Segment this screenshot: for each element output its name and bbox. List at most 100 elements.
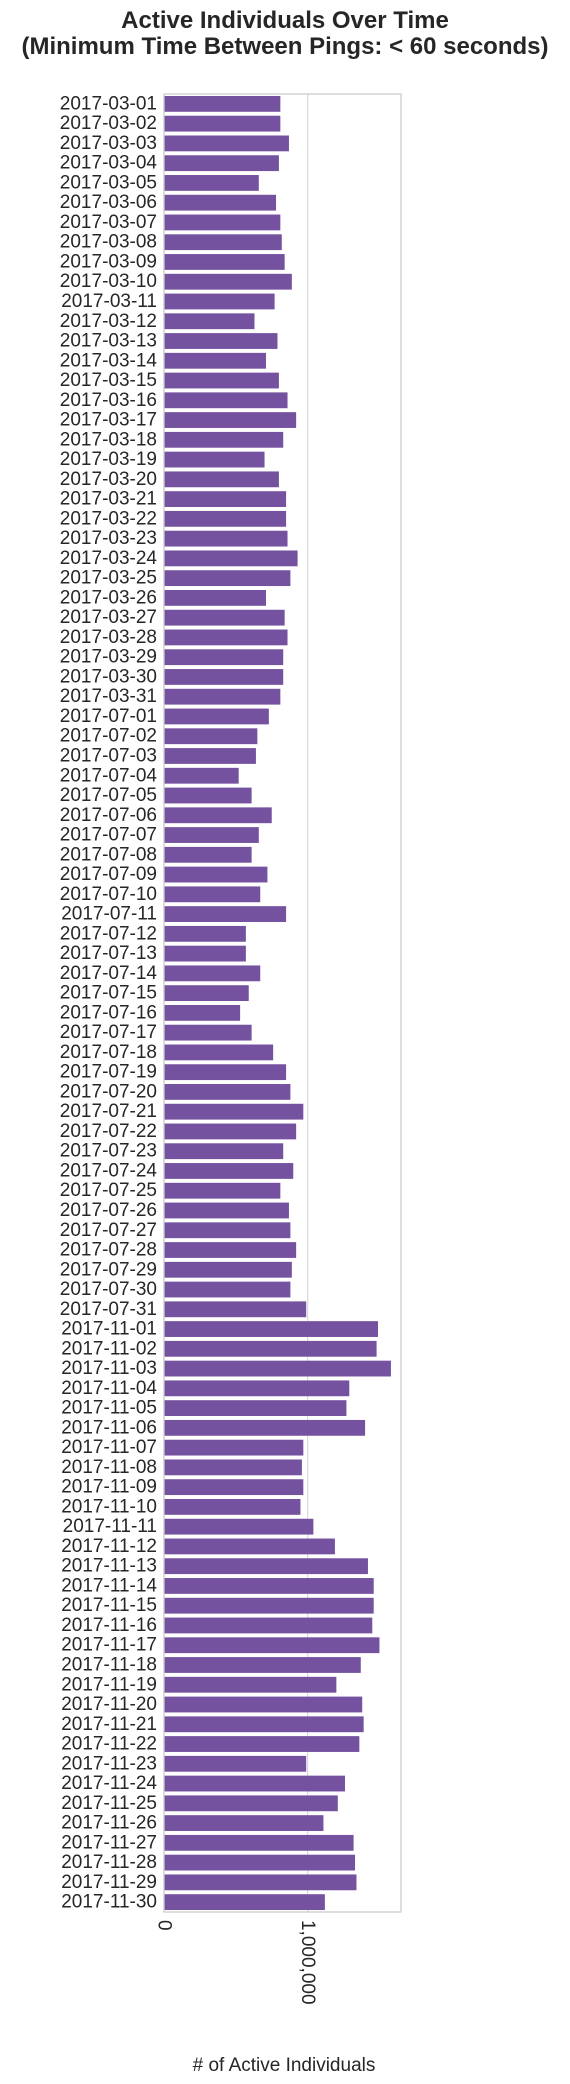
bar <box>164 1736 360 1752</box>
y-tick-label: 2017-11-16 <box>61 1615 157 1636</box>
y-tick-label: 2017-03-22 <box>60 508 157 529</box>
y-tick-label: 2017-03-30 <box>60 666 157 687</box>
y-tick-label: 2017-07-05 <box>60 785 157 806</box>
y-tick-label: 2017-03-01 <box>60 93 157 114</box>
chart-title-line-2: (Minimum Time Between Pings: < 60 second… <box>21 33 549 60</box>
bar <box>164 1004 241 1021</box>
bar <box>164 1222 291 1239</box>
y-tick-label: 2017-07-24 <box>60 1160 158 1181</box>
bar <box>164 748 256 764</box>
x-axis-label: # of Active Individuals <box>193 2055 376 2076</box>
x-tick-labels: 0 1,000,000 <box>154 1920 319 2005</box>
bar <box>164 1380 350 1397</box>
y-tick-label: 2017-03-09 <box>60 251 157 272</box>
y-tick-label: 2017-03-23 <box>60 528 157 549</box>
y-tick-label: 2017-03-04 <box>60 153 158 174</box>
y-tick-label: 2017-07-25 <box>60 1180 157 1201</box>
bar <box>164 1360 391 1377</box>
y-tick-label: 2017-11-20 <box>61 1694 157 1715</box>
bar <box>164 886 261 903</box>
bar <box>164 1281 291 1298</box>
y-tick-label: 2017-07-19 <box>60 1062 157 1083</box>
bar <box>164 827 259 843</box>
y-tick-label: 2017-11-25 <box>61 1793 157 1814</box>
y-tick-label: 2017-03-29 <box>60 647 157 668</box>
bar <box>164 431 284 448</box>
y-tick-label: 2017-07-09 <box>60 864 157 885</box>
bar <box>164 1242 297 1258</box>
y-tick-label: 2017-07-15 <box>60 983 157 1004</box>
bar <box>164 609 285 626</box>
y-tick-label: 2017-11-26 <box>61 1813 157 1834</box>
y-tick-label: 2017-07-17 <box>60 1022 157 1043</box>
bar <box>164 1419 366 1436</box>
y-tick-label: 2017-11-07 <box>61 1437 157 1458</box>
y-tick-label: 2017-03-19 <box>60 449 157 470</box>
y-tick-label: 2017-11-22 <box>61 1734 157 1755</box>
bar <box>164 669 284 685</box>
chart-title-line-1: Active Individuals Over Time <box>121 7 449 34</box>
y-tick-label: 2017-03-08 <box>60 232 157 253</box>
bar <box>164 392 288 409</box>
y-tick-label: 2017-11-28 <box>61 1852 157 1873</box>
bar <box>164 1103 304 1120</box>
bar <box>164 135 289 152</box>
y-tick-label: 2017-03-07 <box>60 212 157 233</box>
y-tick-label: 2017-11-18 <box>61 1654 157 1675</box>
y-tick-label: 2017-07-27 <box>60 1220 157 1241</box>
bar <box>164 945 246 962</box>
y-tick-label: 2017-03-12 <box>60 311 157 332</box>
y-tick-labels: 2017-03-012017-03-022017-03-032017-03-04… <box>60 93 158 1912</box>
bar <box>164 313 255 330</box>
y-tick-label: 2017-07-28 <box>60 1240 157 1261</box>
y-tick-label: 2017-07-22 <box>60 1121 157 1142</box>
bar-layer <box>164 95 391 1911</box>
bar <box>164 1637 380 1654</box>
bar <box>164 1084 291 1100</box>
bar <box>164 1024 252 1041</box>
y-tick-label: 2017-07-18 <box>60 1042 157 1063</box>
bar <box>164 1044 274 1061</box>
bar <box>164 412 297 428</box>
y-tick-label: 2017-07-03 <box>60 745 157 766</box>
bar <box>164 807 272 824</box>
bar <box>164 1064 287 1081</box>
bar <box>164 965 261 982</box>
y-tick-label: 2017-03-26 <box>60 587 157 608</box>
y-tick-label: 2017-11-02 <box>61 1338 157 1359</box>
y-tick-label: 2017-11-09 <box>61 1477 157 1498</box>
bar <box>164 1518 314 1535</box>
bar <box>164 293 275 310</box>
bar <box>164 155 279 172</box>
bar <box>164 372 279 389</box>
bar <box>164 175 259 191</box>
y-tick-label: 2017-07-02 <box>60 726 157 747</box>
bar <box>164 273 292 290</box>
y-tick-label: 2017-07-10 <box>60 884 157 905</box>
y-tick-label: 2017-11-24 <box>61 1773 157 1794</box>
bar <box>164 115 281 132</box>
bar <box>164 787 252 804</box>
bar <box>164 1657 361 1673</box>
y-tick-label: 2017-03-02 <box>60 113 157 134</box>
y-tick-label: 2017-03-28 <box>60 627 157 648</box>
y-tick-label: 2017-11-21 <box>61 1714 157 1735</box>
bar <box>164 708 269 725</box>
y-tick-label: 2017-03-21 <box>60 489 157 510</box>
bar <box>164 1775 345 1792</box>
chart-title: Active Individuals Over Time (Minimum Ti… <box>0 8 570 60</box>
bar <box>164 1795 338 1812</box>
bar <box>164 629 288 646</box>
bar <box>164 570 291 587</box>
bar <box>164 1498 301 1515</box>
bar <box>164 688 281 705</box>
bar <box>164 1321 379 1337</box>
bar <box>164 1301 307 1318</box>
y-tick-label: 2017-07-08 <box>60 844 157 865</box>
y-tick-label: 2017-03-18 <box>60 429 157 450</box>
y-tick-label: 2017-07-29 <box>60 1259 157 1280</box>
bar <box>164 767 239 784</box>
y-tick-label: 2017-03-06 <box>60 192 157 213</box>
bar <box>164 1676 337 1693</box>
